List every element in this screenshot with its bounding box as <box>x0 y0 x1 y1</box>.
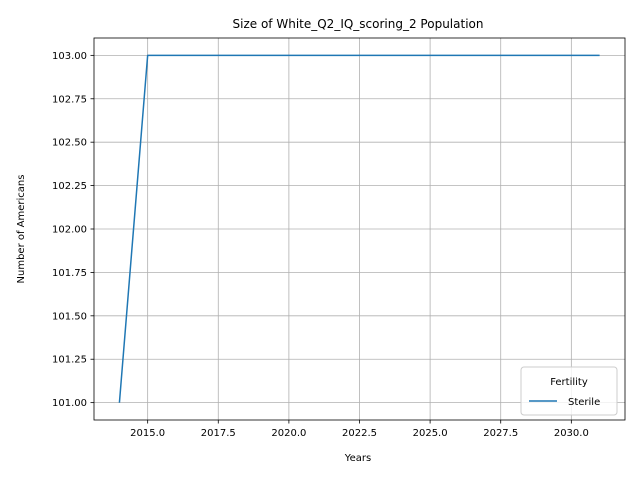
x-axis-label: Years <box>344 453 371 464</box>
chart-title: Size of White_Q2_IQ_scoring_2 Population <box>233 17 484 31</box>
y-tick-label: 102.00 <box>52 225 87 236</box>
series-layer <box>118 54 600 403</box>
y-axis-label: Number of Americans <box>16 175 27 284</box>
x-tick-label: 2022.5 <box>342 428 377 439</box>
legend-box <box>520 366 618 416</box>
x-tick-label: 2015.0 <box>130 428 165 439</box>
y-tick-label: 101.25 <box>52 355 87 366</box>
x-tick-label: 2020.0 <box>271 428 306 439</box>
x-tick-label: 2027.5 <box>483 428 518 439</box>
y-tick-label: 102.50 <box>52 138 87 149</box>
y-tick-label: 101.75 <box>52 268 87 279</box>
legend-title: Fertility <box>550 377 588 388</box>
y-axis-ticks: 101.00 101.25 101.50 101.75 102.00 102.25 102.… <box>52 51 94 409</box>
legend: Fertility Sterile <box>520 366 618 416</box>
y-tick-label: 103.00 <box>52 51 87 62</box>
y-tick-label: 102.75 <box>52 94 87 105</box>
x-tick-label: 2017.5 <box>201 428 236 439</box>
x-tick-label: 2025.0 <box>413 428 448 439</box>
grid-lines <box>94 38 625 420</box>
series-line-sterile <box>118 54 600 403</box>
y-tick-label: 102.25 <box>52 181 87 192</box>
y-tick-label: 101.00 <box>52 398 87 409</box>
legend-label-sterile: Sterile <box>568 397 600 408</box>
y-tick-label: 101.50 <box>52 311 87 322</box>
x-tick-label: 2030.0 <box>554 428 589 439</box>
x-axis-ticks: 2015.0 2017.5 2020.0 2022.5 2025.0 2027.5 2030… <box>130 420 589 439</box>
